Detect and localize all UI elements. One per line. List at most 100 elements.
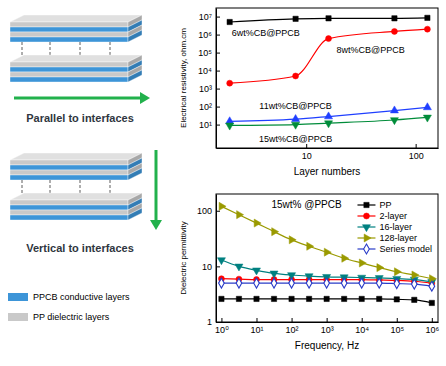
- data-point: [292, 115, 300, 122]
- data-point: [429, 281, 435, 291]
- x-tick-mark: [292, 318, 293, 322]
- plot-frame: [216, 8, 438, 148]
- data-point: [412, 297, 417, 302]
- data-point: [219, 278, 225, 288]
- chart: 10⁰10¹10²10³10⁴10⁵10⁶110100Frequency, Hz…: [179, 194, 439, 351]
- x-tick: 10⁶: [425, 318, 439, 335]
- y-tick-label: 10²: [199, 102, 212, 112]
- data-point: [324, 278, 330, 288]
- layer-stack: [10, 55, 142, 82]
- y-tick-mark: [216, 89, 220, 90]
- layer-front: [10, 27, 128, 32]
- y-tick-mark: [216, 107, 220, 108]
- data-point: [219, 296, 224, 301]
- layer-front: [10, 205, 128, 210]
- data-point: [390, 106, 398, 113]
- x-tick-label: 10⁰: [215, 325, 229, 335]
- y-tick-label: 10: [202, 262, 212, 272]
- data-point: [359, 296, 364, 301]
- layer-front: [10, 210, 128, 215]
- y-axis-line: [216, 9, 217, 149]
- x-tick-label: 100: [409, 151, 424, 161]
- y-tick-mark: [216, 71, 220, 72]
- data-point: [254, 219, 261, 227]
- y-tick: 10⁵: [198, 48, 220, 58]
- data-point: [217, 258, 225, 265]
- y-axis-line: [216, 195, 217, 323]
- data-point: [289, 278, 295, 288]
- layer-side: [128, 70, 142, 82]
- y-tick: 10⁷: [199, 12, 220, 22]
- layer-side: [128, 30, 142, 42]
- y-axis: 10¹10²10³10⁴10⁵10⁶10⁷: [198, 9, 220, 149]
- y-tick-mark: [216, 322, 220, 323]
- legend-label: Series model: [379, 244, 432, 254]
- data-point: [342, 254, 349, 262]
- layer-stack: [10, 193, 142, 220]
- layer-top: [10, 15, 142, 22]
- data-point: [359, 278, 365, 288]
- data-point: [270, 271, 278, 278]
- y-tick: 10: [202, 262, 220, 272]
- y-tick-mark: [216, 266, 220, 267]
- plot-area: [226, 15, 432, 130]
- layer-front: [10, 175, 128, 180]
- y-tick-mark: [216, 35, 220, 36]
- arrow-shaft: [155, 150, 158, 220]
- layer-top: [10, 193, 142, 200]
- arrow: [150, 150, 162, 230]
- legend-label: 16-layer: [379, 222, 412, 232]
- data-point: [342, 296, 347, 301]
- data-point: [423, 103, 431, 110]
- x-tick-label: 10⁶: [425, 325, 439, 335]
- data-point: [394, 268, 401, 276]
- legend-marker: [364, 244, 370, 254]
- y-tick-label: 10⁴: [198, 66, 212, 76]
- data-point: [412, 271, 419, 279]
- data-point: [392, 16, 397, 21]
- y-tick: 10⁶: [198, 30, 220, 40]
- x-tick: 10⁰: [215, 318, 229, 335]
- data-point: [293, 73, 299, 79]
- x-tick-mark: [327, 318, 328, 322]
- y-tick-label: 10¹: [199, 120, 212, 130]
- legend-item: Series model: [357, 244, 432, 254]
- data-point: [390, 118, 398, 125]
- legend-marker: [364, 234, 371, 242]
- chart: 1010010¹10²10³10⁴10⁵10⁶10⁷Layer numbersE…: [179, 8, 439, 177]
- x-tick-label: 10⁴: [355, 325, 369, 335]
- data-point: [411, 279, 417, 289]
- layer-top: [10, 153, 142, 160]
- legend-swatch: [8, 293, 28, 301]
- y-tick-mark: [216, 53, 220, 54]
- data-point: [236, 278, 242, 288]
- x-axis-line: [217, 322, 439, 323]
- data-point: [292, 122, 300, 129]
- data-point: [237, 211, 244, 219]
- x-tick-label: 10¹: [250, 325, 263, 335]
- arrow-head: [140, 92, 150, 104]
- layer-top: [10, 55, 142, 62]
- y-tick: 10¹: [199, 120, 220, 130]
- data-point: [425, 15, 430, 20]
- y-tick-label: 10⁵: [198, 48, 212, 58]
- data-point: [423, 115, 431, 122]
- x-tick-mark: [256, 318, 257, 322]
- x-tick-mark: [397, 318, 398, 322]
- panel-label: Vertical to interfaces: [26, 242, 134, 254]
- legend-label: 128-layer: [379, 233, 417, 243]
- data-point: [272, 228, 279, 236]
- series-line: [221, 206, 431, 278]
- series-label: 8wt%CB@PPCB: [337, 45, 405, 55]
- series-label: 11wt%CB@PPCB: [259, 101, 332, 111]
- data-point: [377, 296, 382, 301]
- layer-front: [10, 62, 128, 67]
- layer-front: [10, 77, 128, 82]
- layer-front: [10, 160, 128, 165]
- series-label: 6wt%CB@PPCB: [232, 28, 300, 38]
- data-point: [324, 248, 331, 256]
- data-point: [430, 275, 437, 283]
- x-tick: 10: [302, 144, 312, 161]
- data-point: [326, 36, 332, 42]
- data-point: [341, 278, 347, 288]
